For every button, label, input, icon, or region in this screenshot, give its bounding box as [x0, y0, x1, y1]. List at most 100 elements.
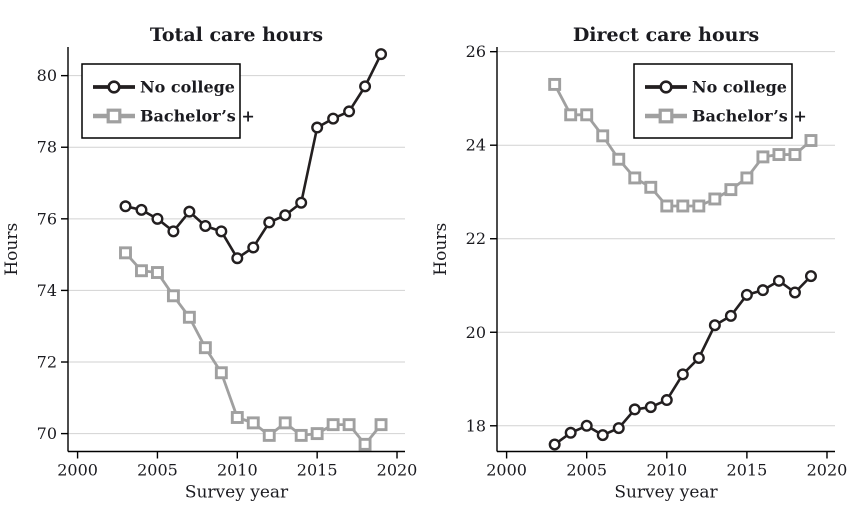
marker-circle-no-college	[756, 284, 769, 297]
marker-circle-no-college	[692, 351, 705, 364]
marker-square-bachelor-s	[326, 418, 340, 432]
marker-circle-no-college	[295, 196, 308, 209]
marker-square-bachelor-s	[580, 108, 594, 122]
marker-circle-no-college	[167, 225, 180, 238]
marker-circle-no-college	[628, 403, 641, 416]
marker-circle-no-college	[740, 288, 753, 301]
y-tick-label: 24	[466, 136, 486, 155]
marker-square-bachelor-s	[548, 77, 562, 91]
legend-label: No college	[140, 78, 235, 97]
marker-circle-no-college	[676, 368, 689, 381]
chart-title: Direct care hours	[573, 24, 759, 46]
legend-label: Bachelor’s +	[140, 107, 255, 126]
y-axis-label: Hours	[431, 223, 451, 276]
marker-square-bachelor-s	[676, 199, 690, 213]
marker-circle-no-college	[231, 252, 244, 265]
marker-square-bachelor-s	[182, 310, 196, 324]
y-tick-label: 70	[37, 424, 57, 443]
y-tick-label: 76	[37, 209, 57, 228]
marker-square-bachelor-s	[294, 428, 308, 442]
x-tick-label: 2005	[566, 461, 607, 480]
marker-square-bachelor-s	[596, 129, 610, 143]
marker-circle-no-college	[263, 216, 276, 229]
marker-square-bachelor-s	[724, 183, 738, 197]
marker-square-bachelor-s	[310, 427, 324, 441]
marker-square-bachelor-s	[788, 148, 802, 162]
marker-circle-no-college	[612, 422, 625, 435]
y-tick-label: 26	[466, 42, 486, 61]
marker-square-bachelor-s	[756, 150, 770, 164]
x-axis-label: Survey year	[614, 483, 718, 503]
marker-circle-no-college	[327, 112, 340, 125]
marker-square-bachelor-s	[150, 266, 164, 279]
x-tick-label: 2015	[727, 461, 768, 480]
marker-square-bachelor-s	[166, 289, 180, 303]
marker-square-bachelor-s	[198, 341, 212, 355]
legend-marker-circle	[107, 80, 121, 94]
marker-circle-no-college	[804, 270, 817, 283]
marker-square-bachelor-s	[772, 148, 786, 162]
marker-square-bachelor-s	[230, 411, 244, 424]
marker-square-bachelor-s	[374, 418, 388, 432]
x-tick-label: 2000	[57, 461, 98, 480]
marker-circle-no-college	[215, 225, 228, 238]
marker-square-bachelor-s	[740, 171, 754, 185]
marker-circle-no-college	[548, 438, 561, 451]
marker-circle-no-college	[183, 205, 196, 218]
y-axis-label: Hours	[2, 223, 22, 276]
x-tick-label: 2015	[297, 461, 338, 480]
marker-circle-no-college	[724, 309, 737, 322]
legend-box	[81, 63, 241, 139]
marker-circle-no-college	[343, 105, 356, 118]
x-tick-label: 2000	[486, 461, 527, 480]
y-tick-label: 22	[466, 229, 486, 248]
legend-box	[633, 63, 793, 139]
x-axis-label: Survey year	[185, 483, 289, 503]
legend-marker-square	[658, 108, 674, 124]
marker-circle-no-college	[119, 200, 132, 213]
marker-square-bachelor-s	[804, 134, 818, 147]
legend: No college Bachelor’s +	[633, 63, 807, 139]
marker-square-bachelor-s	[119, 246, 132, 260]
y-tick-label: 20	[466, 323, 486, 342]
x-tick-label: 2005	[137, 461, 178, 480]
y-tick-label: 18	[466, 416, 486, 435]
marker-square-bachelor-s	[214, 366, 228, 380]
x-tick-label: 2010	[646, 461, 687, 480]
legend-label: No college	[692, 78, 787, 97]
marker-circle-no-college	[199, 219, 212, 232]
marker-square-bachelor-s	[612, 152, 626, 166]
marker-circle-no-college	[708, 319, 721, 332]
x-tick-label: 2020	[377, 461, 418, 480]
marker-square-bachelor-s	[708, 192, 722, 206]
y-tick-label: 74	[37, 281, 57, 300]
marker-square-bachelor-s	[342, 418, 356, 432]
marker-circle-no-college	[660, 394, 673, 407]
marker-square-bachelor-s	[262, 428, 276, 442]
marker-square-bachelor-s	[278, 416, 292, 430]
marker-square-bachelor-s	[644, 180, 658, 194]
chart-panel-direct-care-hours: 18 20 22 24 26 2000 2005 2010 2015 2020 Direct car…	[431, 24, 847, 503]
y-tick-label: 80	[37, 66, 57, 85]
marker-circle-no-college	[772, 274, 785, 287]
marker-circle-no-college	[788, 286, 801, 299]
legend-marker-square	[106, 108, 122, 124]
marker-square-bachelor-s	[660, 199, 674, 213]
legend-label: Bachelor’s +	[692, 107, 807, 126]
y-tick-label: 78	[37, 138, 57, 157]
marker-square-bachelor-s	[564, 108, 578, 122]
y-tick-label: 72	[37, 353, 57, 372]
marker-circle-no-college	[247, 241, 260, 254]
marker-circle-no-college	[135, 203, 148, 216]
marker-circle-no-college	[596, 429, 609, 442]
marker-square-bachelor-s	[135, 264, 148, 278]
marker-circle-no-college	[359, 80, 372, 93]
marker-square-bachelor-s	[628, 171, 642, 185]
marker-circle-no-college	[151, 212, 164, 225]
marker-circle-no-college	[311, 121, 324, 134]
series-line-no-college	[553, 274, 813, 446]
marker-square-bachelor-s	[358, 437, 372, 451]
marker-square-bachelor-s	[246, 416, 260, 430]
x-tick-label: 2020	[807, 461, 848, 480]
